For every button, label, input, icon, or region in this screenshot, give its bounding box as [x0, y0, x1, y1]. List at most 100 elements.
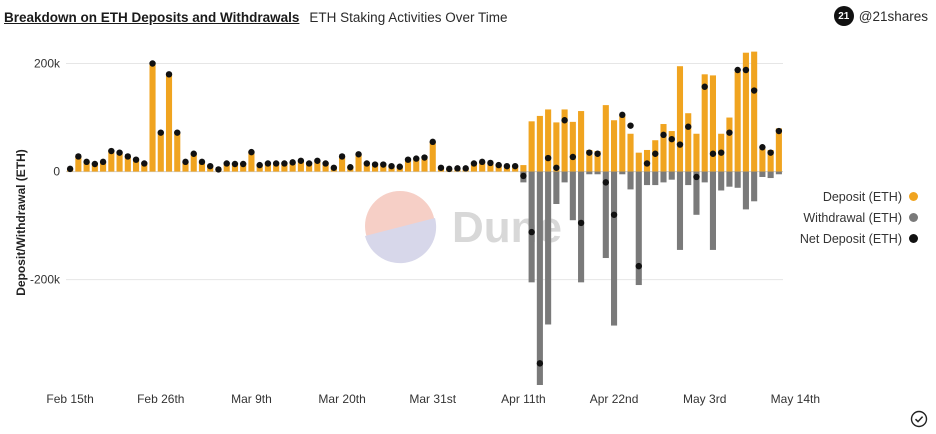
net-deposit-dot — [511, 162, 519, 170]
deposit-bar — [668, 131, 675, 172]
net-deposit-dot — [338, 153, 346, 160]
net-deposit-dot — [586, 149, 593, 156]
deposit-bar — [100, 161, 107, 172]
net-deposit-dot — [174, 129, 181, 136]
withdrawal-bar — [569, 171, 576, 221]
legend-label-net-deposit: Net Deposit (ETH) — [799, 231, 902, 246]
withdrawal-bar — [734, 171, 741, 188]
net-deposit-dot — [322, 160, 329, 167]
deposit-bar — [660, 124, 667, 172]
withdrawal-bar — [643, 171, 651, 186]
net-deposit-dot — [446, 165, 453, 173]
withdrawal-bar — [586, 171, 593, 175]
withdrawal-bar — [718, 171, 725, 191]
net-deposit-dot — [750, 87, 758, 94]
net-deposit-dot — [742, 66, 750, 74]
deposit-bar — [569, 121, 576, 172]
net-deposit-dot — [610, 211, 618, 218]
x-tick-label: Mar 20th — [318, 392, 365, 406]
deposit-bar — [306, 163, 313, 172]
deposit-bar — [536, 115, 543, 172]
withdrawal-bar — [726, 171, 733, 187]
net-deposit-dot — [652, 150, 659, 157]
net-deposit-dot — [676, 141, 684, 148]
deposit-bar — [767, 149, 774, 172]
deposit-bar — [545, 109, 552, 172]
net-deposit-dot — [371, 161, 379, 168]
withdrawal-bar — [709, 171, 716, 250]
net-deposit-dot — [685, 123, 692, 130]
deposit-bar — [619, 115, 626, 172]
deposit-bar — [322, 163, 329, 172]
deposit-bar — [240, 164, 247, 172]
deposit-bar — [734, 71, 741, 172]
net-deposit-dot — [190, 150, 197, 157]
deposit-bar — [709, 75, 716, 172]
withdrawal-bar — [627, 171, 634, 190]
withdrawal-bar — [594, 171, 601, 175]
net-deposit-dot — [215, 166, 222, 173]
net-deposit-dot — [520, 172, 527, 180]
legend-item-net-deposit[interactable]: Net Deposit (ETH) — [718, 228, 918, 249]
net-deposit-dot — [602, 179, 610, 186]
deposit-bar — [751, 51, 758, 172]
legend-dot-net-deposit — [909, 234, 918, 243]
net-deposit-dot — [693, 173, 700, 181]
deposit-bar — [223, 163, 230, 172]
net-deposit-dot — [264, 160, 272, 167]
net-deposit-dot — [627, 122, 634, 129]
deposit-bar — [141, 163, 148, 172]
withdrawal-bar — [545, 171, 552, 325]
net-deposit-dot — [124, 153, 132, 160]
net-deposit-dot — [709, 150, 717, 157]
net-deposit-dot — [775, 127, 783, 135]
net-deposit-dot — [289, 159, 296, 166]
deposit-bar — [495, 165, 502, 172]
brand: 21 @21shares — [833, 6, 928, 26]
withdrawal-bar — [668, 171, 675, 180]
net-deposit-dot — [108, 147, 115, 155]
deposit-bar — [314, 160, 321, 172]
deposit-bar — [578, 111, 585, 172]
withdrawal-bar — [536, 171, 543, 385]
net-deposit-dot — [388, 162, 395, 170]
net-deposit-dot — [429, 138, 436, 146]
deposit-bar — [124, 156, 131, 172]
deposit-bar — [487, 162, 494, 172]
dashboard-title-link[interactable]: Breakdown on ETH Deposits and Withdrawal… — [4, 9, 300, 25]
deposit-bar — [133, 159, 140, 172]
withdrawal-bar — [528, 171, 535, 283]
legend-dot-withdrawal — [909, 213, 918, 222]
dune-watermark: Dune — [365, 191, 562, 264]
withdrawal-bar — [660, 171, 667, 183]
withdrawal-bar — [676, 171, 684, 250]
net-deposit-dot — [454, 165, 461, 172]
deposit-bar — [759, 148, 766, 172]
net-deposit-dot — [314, 157, 321, 164]
net-deposit-dot — [83, 158, 90, 166]
net-deposit-dot — [717, 149, 725, 156]
legend-item-deposit[interactable]: Deposit (ETH) — [718, 186, 918, 207]
net-deposit-dot — [305, 160, 313, 167]
net-deposit-dot — [577, 219, 585, 227]
net-deposit-dot — [569, 153, 577, 161]
net-deposit-dot — [132, 156, 140, 163]
net-deposit-dot — [635, 262, 642, 270]
legend-item-withdrawal[interactable]: Withdrawal (ETH) — [718, 207, 918, 228]
deposit-bar — [297, 160, 304, 172]
y-tick-label: 200k — [34, 57, 61, 71]
check-circle-icon[interactable] — [910, 410, 928, 428]
x-tick-label: Feb 26th — [137, 392, 184, 406]
x-tick-label: Feb 15th — [46, 392, 93, 406]
y-tick-label: 0 — [53, 165, 60, 179]
deposit-bar — [116, 152, 123, 172]
net-deposit-dot — [396, 163, 403, 170]
deposit-bar — [380, 164, 387, 172]
deposit-bar — [742, 52, 749, 172]
net-deposit-dot — [256, 161, 263, 169]
net-deposit-dot — [668, 135, 675, 143]
deposit-bar — [594, 151, 601, 172]
net-deposit-dot — [91, 160, 99, 168]
net-deposit-dot — [207, 162, 214, 170]
withdrawal-bar — [611, 171, 618, 326]
